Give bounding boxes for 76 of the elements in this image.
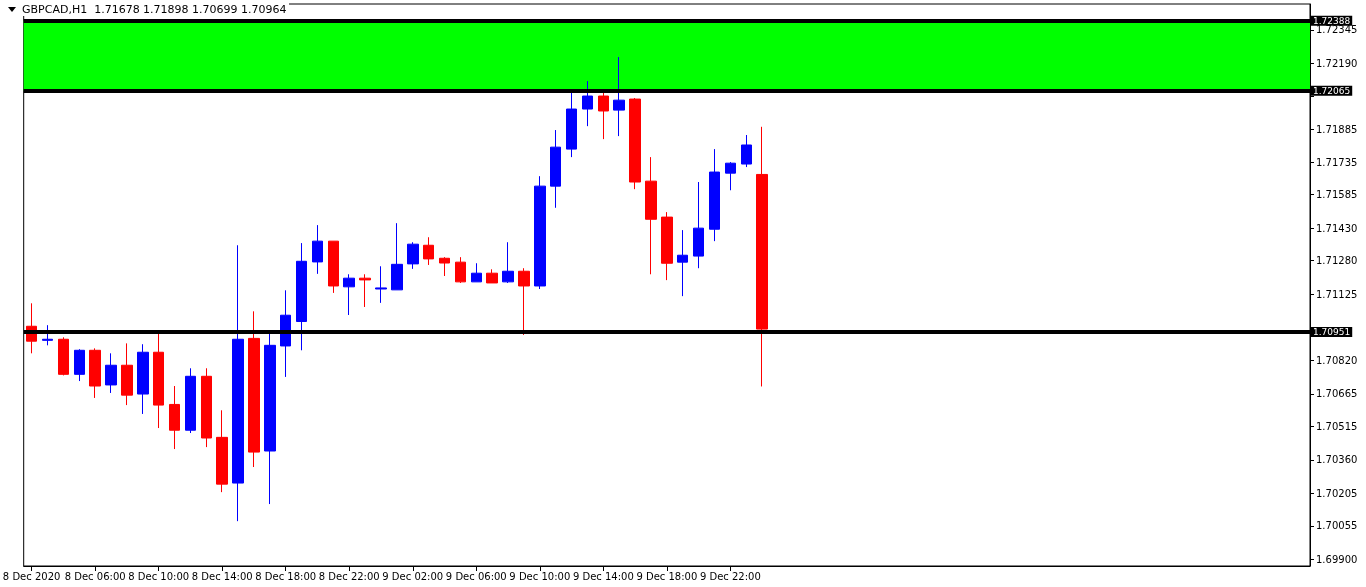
y-tick-label: 1.71280 [1316,255,1358,267]
ref-line-label: 1.72388 [1313,15,1351,26]
y-tick-label: 1.70665 [1316,388,1358,400]
y-tick-label: 1.70360 [1316,454,1358,466]
x-tick-label: 9 Dec 02:00 [382,570,444,582]
x-tick-label: 9 Dec 22:00 [699,570,761,582]
candlestick [169,385,180,450]
candlestick [629,97,641,190]
y-tick-label: 1.72190 [1316,58,1358,70]
candlestick [359,273,371,308]
candlestick [296,242,307,351]
y-tick-label: 1.71735 [1316,156,1358,168]
candlestick [375,265,387,304]
candlestick [312,224,323,275]
y-tick-label: 1.71885 [1316,124,1358,136]
candlestick [741,134,752,168]
candlestick [89,347,101,399]
candlestick [137,343,149,415]
candlestick [153,332,164,429]
ref-line-label: 1.70951 [1313,326,1351,337]
y-tick-label: 1.69900 [1316,554,1358,565]
y-tick-label: 1.70055 [1316,520,1358,532]
candlestick [709,148,720,242]
candlestick [486,268,498,284]
candlestick [502,241,514,284]
candlestick [455,256,466,284]
y-tick-label: 1.70515 [1316,420,1358,432]
candlestick [343,273,355,316]
ref-line-label: 1.72065 [1313,85,1351,96]
candlestick [598,91,609,140]
y-tick-label: 1.71125 [1316,288,1358,300]
x-tick-label: 8 Dec 2020 [2,570,61,582]
y-tick-label: 1.72345 [1316,24,1358,36]
candlestick [756,126,768,387]
candlestick [185,367,196,434]
x-tick-label: 9 Dec 18:00 [636,570,698,582]
candlestick [328,240,339,294]
candlestick [105,352,117,394]
x-tick-label: 9 Dec 06:00 [445,570,507,582]
candlestick [645,156,657,275]
candlestick [693,181,704,269]
y-tick-label: 1.70820 [1316,354,1358,366]
candlestick [407,241,419,270]
candlestick [248,310,260,468]
candlestick [201,367,212,448]
candlestick [661,211,673,281]
x-tick-label: 8 Dec 14:00 [191,570,253,582]
candlestick [566,92,577,158]
x-tick-label: 8 Dec 18:00 [255,570,317,582]
candlestick [534,175,546,290]
candlestick [677,229,688,297]
candlestick [439,256,450,277]
candlestick [613,56,625,137]
y-tick-label: 1.71585 [1316,189,1358,201]
candlestick [391,222,403,291]
x-tick-label: 8 Dec 22:00 [318,570,380,582]
candlestick [42,324,53,346]
candlestick [423,236,434,266]
x-tick-label: 9 Dec 14:00 [572,570,634,582]
candlestick [121,342,133,406]
candlestick [74,348,85,382]
candlestick [550,129,561,209]
x-tick-label: 9 Dec 10:00 [509,570,571,582]
candlestick [58,336,69,376]
candlestick [725,161,736,191]
candlestick [232,244,244,522]
candlestick [216,409,228,493]
x-tick-label: 8 Dec 10:00 [128,570,190,582]
candlestick [471,262,482,283]
candlestick [582,80,593,127]
y-tick-label: 1.71430 [1316,222,1358,234]
candlestick [264,332,276,505]
x-tick-label: 8 Dec 06:00 [64,570,126,582]
candlestick [518,267,530,336]
chart-title: GBPCAD,H1 1.71678 1.71898 1.70699 1.70964 [20,3,289,16]
y-tick-label: 1.70205 [1316,487,1358,499]
